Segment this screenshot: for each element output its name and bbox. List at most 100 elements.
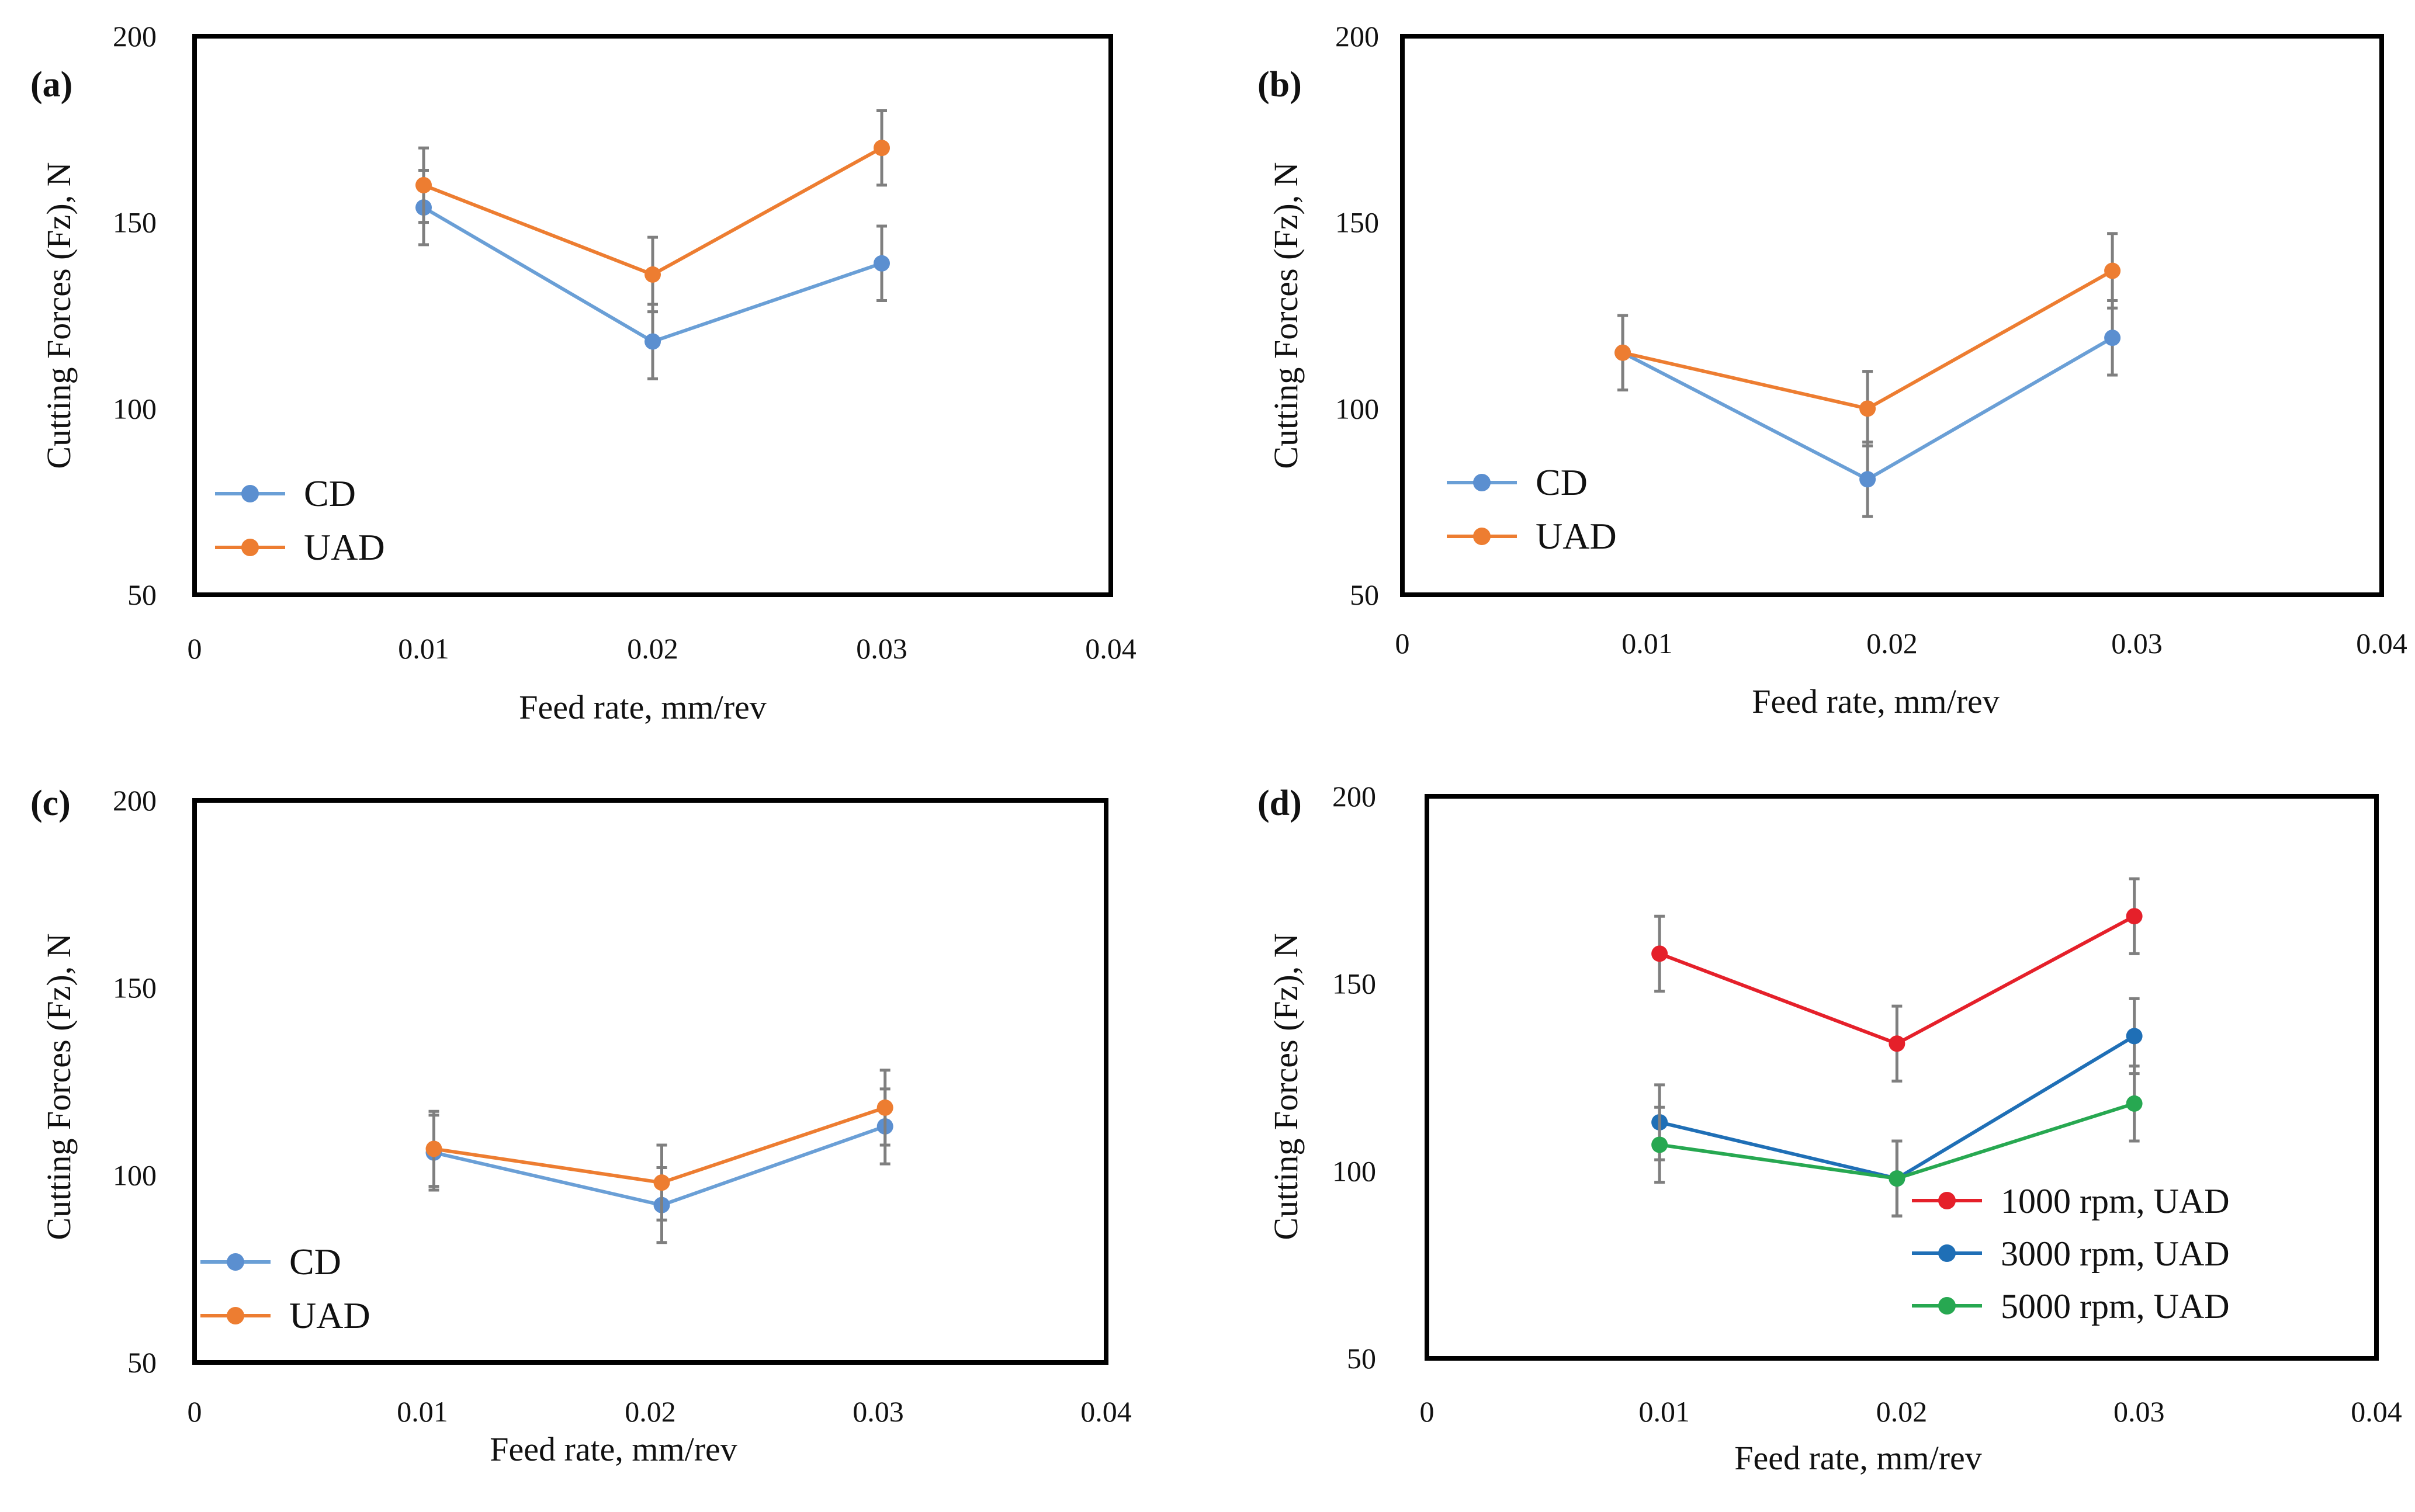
y-tick-label: 150: [1335, 206, 1379, 239]
y-tick-label: 50: [1350, 578, 1379, 611]
legend-label: 3000 rpm, UAD: [2001, 1234, 2230, 1273]
data-point: [425, 1140, 442, 1157]
y-tick-label: 50: [127, 1346, 157, 1379]
chart-panel-a: (a) 50 100 150 200 0 0.01 0.02 0.03 0.04 Feed rate…: [30, 20, 1137, 726]
data-point: [1614, 344, 1631, 361]
legend-marker: [1938, 1192, 1956, 1209]
x-tick-label: 0.01: [1639, 1395, 1690, 1428]
panel-label: (d): [1257, 783, 1302, 823]
legend-marker: [1473, 528, 1491, 545]
y-tick-label: 50: [127, 578, 157, 611]
legend-label: CD: [1536, 462, 1588, 503]
x-axis-title: Feed rate, mm/rev: [1734, 1439, 1982, 1477]
y-tick-label: 100: [1332, 1154, 1376, 1187]
legend-entry: CD: [200, 1241, 341, 1282]
x-tick-label: 0.02: [1876, 1395, 1928, 1428]
legend-entry: UAD: [200, 1295, 370, 1336]
series-uad: [415, 109, 890, 314]
y-axis-title: Cutting Forces (Fz), N: [40, 933, 78, 1240]
legend-label: CD: [304, 473, 356, 514]
x-tick-label: 0.04: [2351, 1395, 2402, 1428]
y-axis-title: Cutting Forces (Fz), N: [40, 162, 78, 469]
data-point: [2126, 1095, 2143, 1112]
x-tick-label: 0.01: [1621, 627, 1673, 660]
x-tick-label: 0.01: [398, 632, 449, 665]
x-tick-label: 0.03: [2111, 627, 2163, 660]
panel-label: (b): [1257, 65, 1302, 105]
y-tick-label: 150: [1332, 967, 1376, 1000]
legend-entry: 5000 rpm, UAD: [1912, 1287, 2230, 1326]
legend-label: 5000 rpm, UAD: [2001, 1287, 2230, 1326]
legend-label: UAD: [1536, 515, 1617, 557]
legend-marker: [1938, 1297, 1956, 1315]
x-tick-label: 0: [188, 1395, 202, 1428]
data-point: [2126, 908, 2143, 925]
legend-marker: [227, 1253, 244, 1271]
x-tick-label: 0: [188, 632, 202, 665]
data-point: [874, 255, 890, 272]
y-tick-label: 200: [1332, 780, 1376, 813]
plot-frame: [1400, 34, 2384, 597]
plot-frame: [192, 798, 1108, 1365]
legend-entry: 1000 rpm, UAD: [1912, 1182, 2230, 1220]
x-tick-label: 0.02: [1866, 627, 1918, 660]
x-tick-label: 0.03: [856, 632, 907, 665]
y-axis-title: Cutting Forces (Fz), N: [1267, 933, 1305, 1240]
series-uad: [1614, 232, 2121, 448]
legend-marker: [1473, 474, 1491, 491]
data-point: [645, 333, 661, 350]
panel-label: (a): [30, 65, 72, 105]
data-point: [1889, 1035, 1905, 1052]
plot-frame: [1425, 794, 2379, 1361]
series-uad: [425, 1069, 893, 1222]
chart-panel-c: (c) 50 100 150 200 0 0.01 0.02 0.03 0.04 Feed rate…: [30, 783, 1132, 1468]
legend-marker: [1938, 1244, 1956, 1262]
data-point: [415, 176, 432, 193]
series-1000-rpm-uad: [1651, 877, 2143, 1083]
legend-entry: CD: [215, 473, 356, 514]
series-5000-rpm-uad: [1651, 1064, 2143, 1218]
data-point: [1651, 945, 1668, 962]
chart-panel-b: (b) 50 100 150 200 0 0.01 0.02 0.03 0.04 Feed rate…: [1257, 20, 2407, 720]
data-point: [1859, 400, 1876, 417]
data-point: [2104, 262, 2121, 279]
x-tick-label: 0: [1395, 627, 1410, 660]
data-point: [874, 140, 890, 157]
x-tick-label: 0.01: [397, 1395, 448, 1428]
y-tick-label: 200: [113, 784, 157, 817]
data-point: [653, 1174, 670, 1191]
y-tick-label: 100: [113, 392, 157, 425]
x-tick-label: 0: [1420, 1395, 1435, 1428]
legend-label: UAD: [289, 1295, 370, 1336]
legend-marker: [241, 485, 259, 502]
legend-entry: UAD: [1447, 515, 1617, 557]
y-tick-label: 100: [1335, 392, 1379, 425]
data-point: [645, 266, 661, 283]
data-point: [1889, 1170, 1905, 1187]
legend-label: CD: [289, 1241, 341, 1282]
y-tick-label: 50: [1347, 1342, 1376, 1375]
y-tick-label: 200: [113, 20, 157, 53]
legend-label: 1000 rpm, UAD: [2001, 1182, 2230, 1220]
legend-label: UAD: [304, 526, 385, 568]
y-axis-title: Cutting Forces (Fz), N: [1267, 162, 1305, 469]
x-axis-title: Feed rate, mm/rev: [490, 1430, 737, 1468]
x-tick-label: 0.04: [2356, 627, 2407, 660]
y-tick-label: 200: [1335, 20, 1379, 53]
legend-entry: UAD: [215, 526, 385, 568]
data-point: [876, 1099, 893, 1116]
data-point: [2126, 1028, 2143, 1045]
x-tick-label: 0.03: [853, 1395, 904, 1428]
y-tick-label: 100: [113, 1159, 157, 1191]
series-line: [433, 1125, 886, 1207]
data-point: [1651, 1136, 1668, 1153]
x-tick-label: 0.02: [625, 1395, 676, 1428]
chart-panel-d: (d) 50 100 150 200 0 0.01 0.02 0.03 0.04 Feed rate…: [1257, 780, 2402, 1477]
x-tick-label: 0.04: [1085, 632, 1137, 665]
plot-frame: [192, 34, 1113, 597]
x-tick-label: 0.04: [1080, 1395, 1132, 1428]
legend-entry: CD: [1447, 462, 1588, 503]
data-point: [1859, 471, 1876, 488]
legend-marker: [241, 539, 259, 556]
